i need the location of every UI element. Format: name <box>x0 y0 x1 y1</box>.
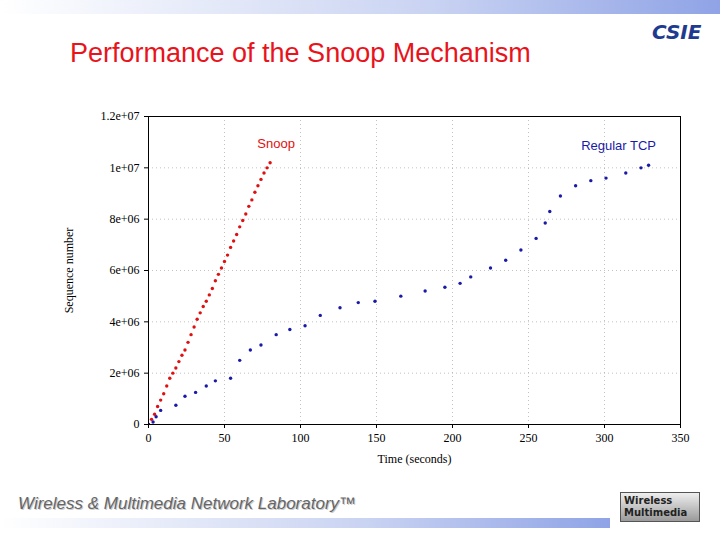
html-text:Performance of the Snoop Mecha: Performance of the Snoop Mechanism <box>70 38 531 68</box>
svg-text:150: 150 <box>368 431 386 445</box>
svg-text:100: 100 <box>292 431 310 445</box>
svg-text:Sequence number: Sequence number <box>62 228 76 314</box>
html-text:CSIE: CSIE <box>652 20 702 44</box>
svg-text:Time (seconds): Time (seconds) <box>378 452 452 466</box>
svg-text:200: 200 <box>444 431 462 445</box>
svg-text:1.2e+07: 1.2e+07 <box>100 109 139 123</box>
svg-text:250: 250 <box>520 431 538 445</box>
svg-text:Regular TCP: Regular TCP <box>581 138 656 153</box>
svg-text:6e+06: 6e+06 <box>109 263 139 277</box>
html-text:Wireless & Multimedia Network: Wireless & Multimedia Network Laboratory… <box>18 494 357 513</box>
svg-text:2e+06: 2e+06 <box>109 366 139 380</box>
svg-text:Snoop: Snoop <box>257 136 295 151</box>
svg-text:300: 300 <box>596 431 614 445</box>
svg-text:0: 0 <box>134 417 140 431</box>
svg-text:0: 0 <box>146 431 152 445</box>
html-text:Wireless Multimedia: Wireless Multimedia <box>624 495 688 518</box>
svg-text:4e+06: 4e+06 <box>109 315 139 329</box>
svg-text:350: 350 <box>672 431 690 445</box>
svg-text:1e+07: 1e+07 <box>109 161 139 175</box>
svg-text:50: 50 <box>219 431 231 445</box>
svg-text:8e+06: 8e+06 <box>109 212 139 226</box>
